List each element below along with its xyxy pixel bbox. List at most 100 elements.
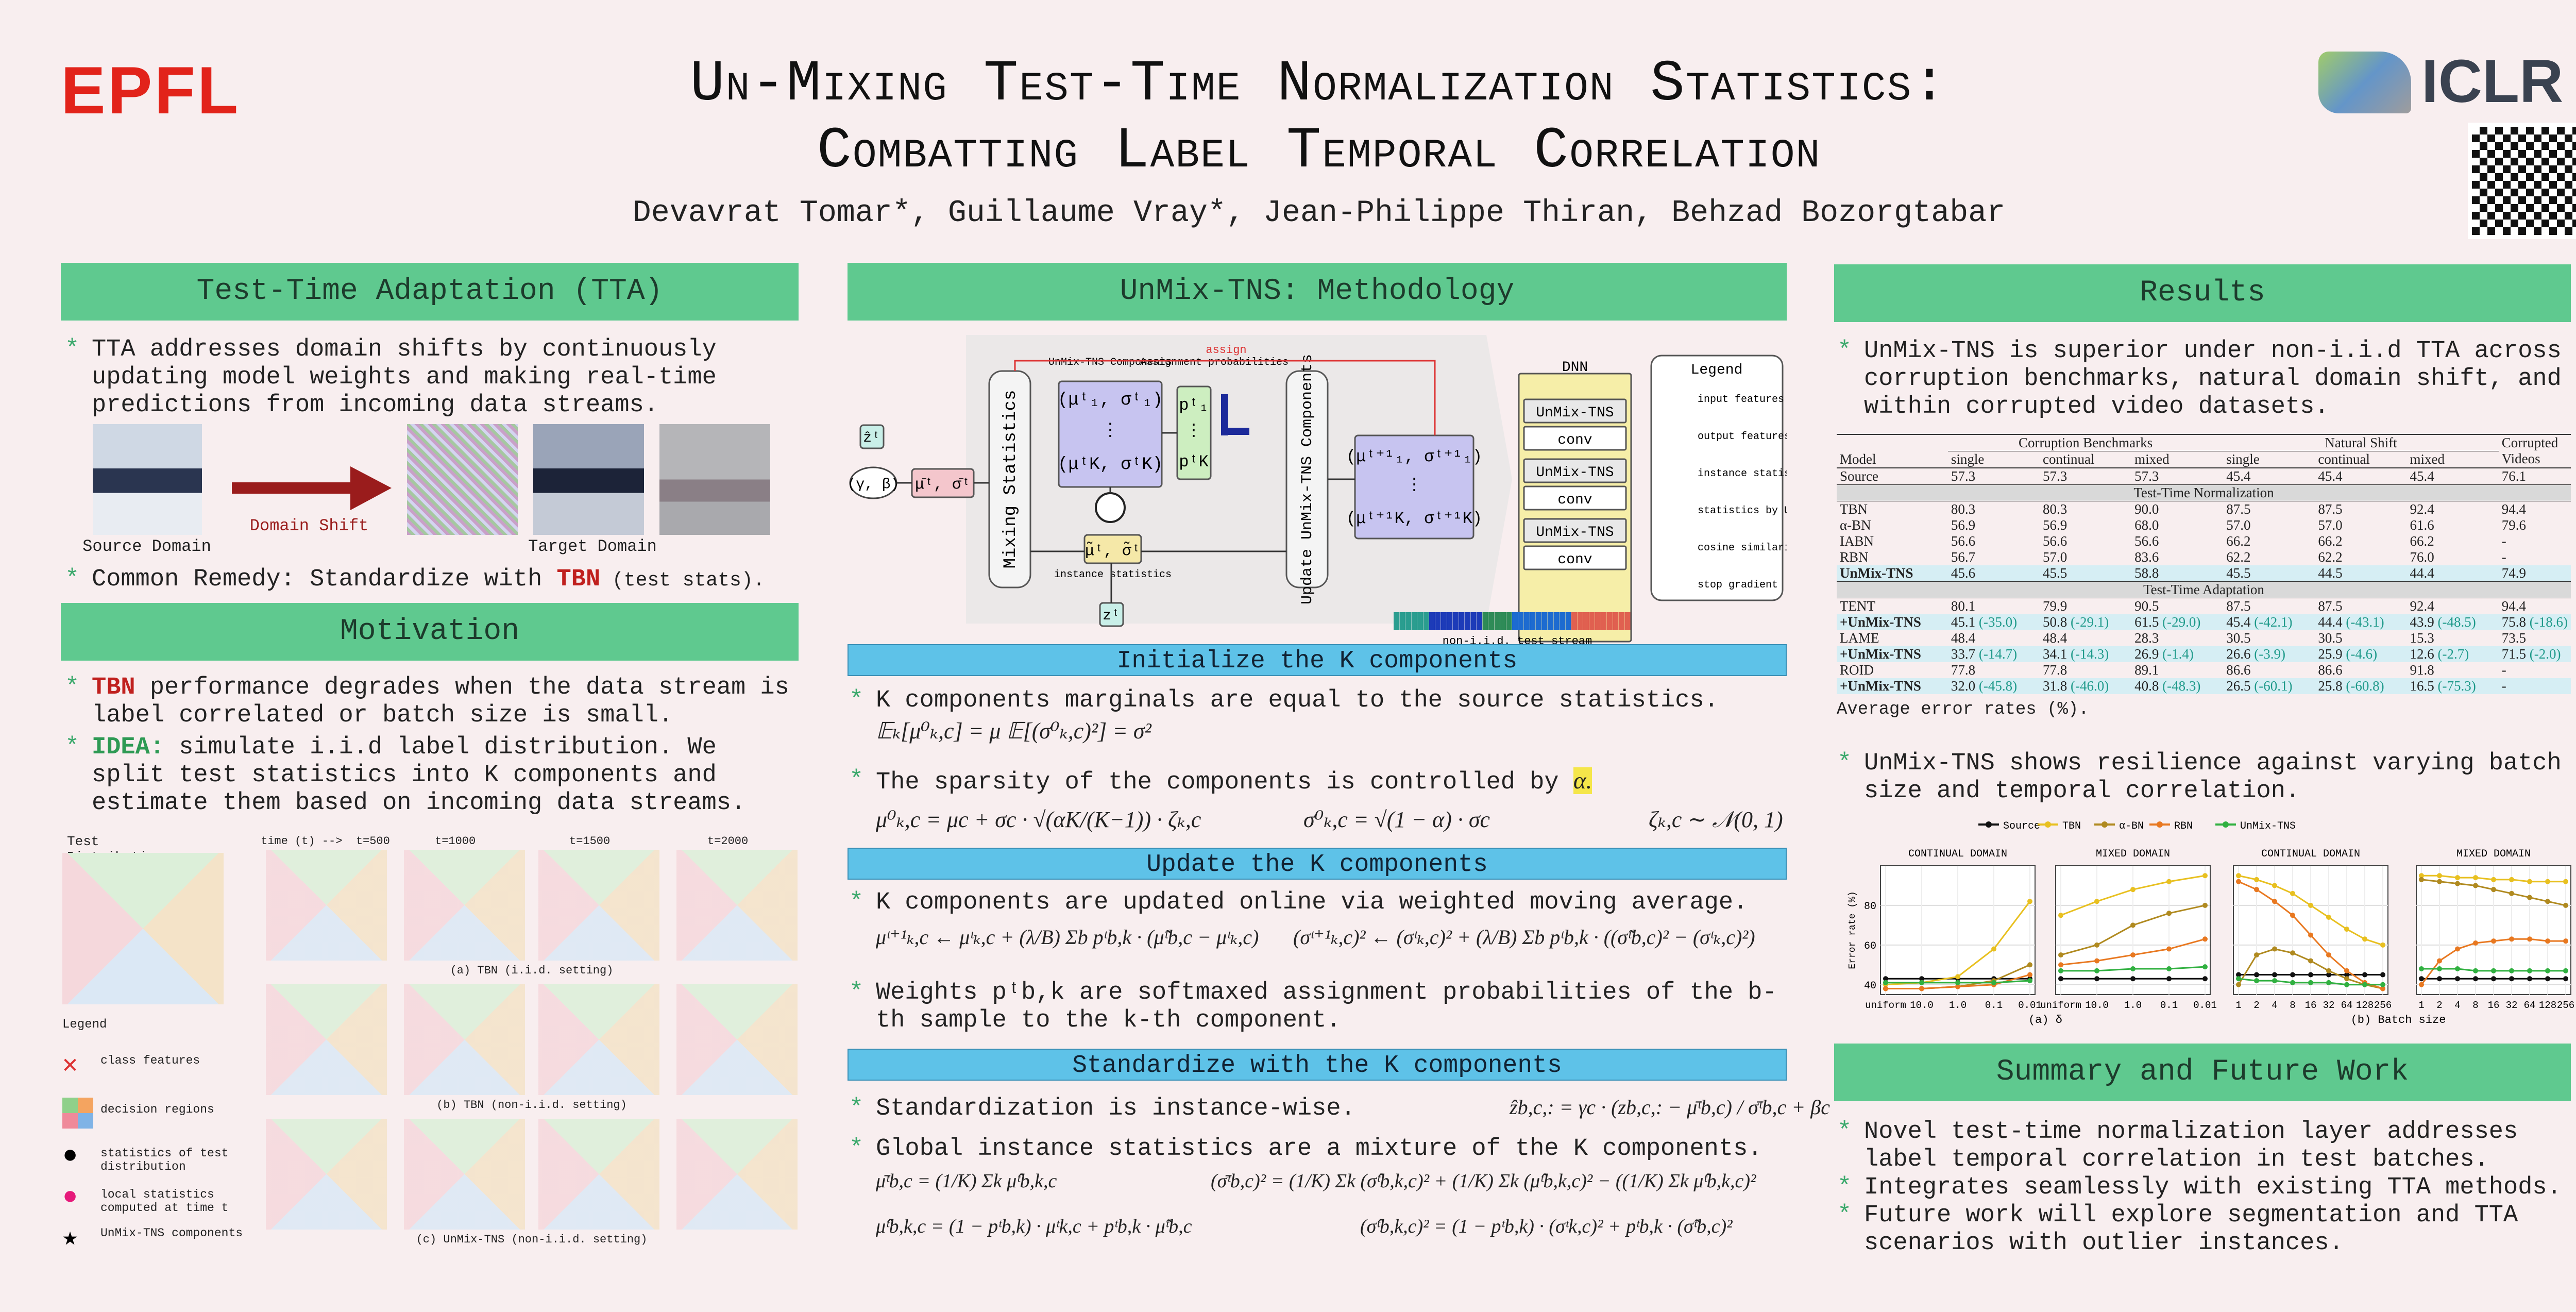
- stream-cell: [1470, 612, 1477, 630]
- point: [1955, 984, 1960, 989]
- legend-marker: [2045, 821, 2051, 828]
- model-name: RBN: [1840, 549, 1869, 565]
- text: performance degrades when the data strea…: [92, 674, 789, 729]
- cell: 61.6: [2410, 517, 2434, 533]
- point: [1991, 980, 1996, 985]
- x-tick-label: 0.1: [1985, 1000, 2003, 1011]
- point: [2419, 982, 2424, 987]
- gain: (-29.1): [2070, 614, 2109, 630]
- arrow: [232, 466, 392, 510]
- label: UnMix-TNS: [1536, 525, 1614, 541]
- stream-cell: [1488, 612, 1494, 630]
- label: non-i.i.d. test stream: [1443, 635, 1592, 644]
- x-tick-label: uniform: [2040, 1000, 2081, 1011]
- point: [2344, 976, 2349, 982]
- box: [1523, 485, 1627, 511]
- legend-label: α-BN: [2119, 820, 2144, 832]
- cell: 58.8: [2134, 565, 2159, 581]
- point: [2473, 976, 2478, 982]
- point: [2290, 913, 2295, 918]
- cell: 56.9: [2042, 517, 2067, 533]
- point: [2254, 877, 2259, 882]
- label: Source Domain: [82, 537, 211, 556]
- point: [2027, 978, 2032, 984]
- qr-code: [2468, 123, 2576, 239]
- point: [2455, 946, 2460, 952]
- point: [2130, 976, 2136, 982]
- section-row: Test-Time Adaptation: [1837, 581, 2571, 598]
- cell: 45.4: [2410, 468, 2434, 484]
- stream-cell: [1619, 612, 1624, 630]
- point: [2254, 978, 2259, 984]
- cell: 31.8 (-46.0): [2040, 678, 2131, 694]
- row: Source 57.3 57.3 57.3 45.4 45.4 45.4 76.1: [1837, 468, 2571, 485]
- point: [2344, 972, 2349, 978]
- box: [1650, 355, 1784, 601]
- value: 61.5: [2134, 614, 2159, 630]
- cell: 43.9 (-48.5): [2407, 614, 2499, 630]
- label: (γ, β): [848, 477, 899, 493]
- point: [2272, 946, 2277, 952]
- row: UnMix-TNS 45.6 45.5 58.8 45.5 44.5 44.4 74.9: [1837, 565, 2571, 582]
- point: [2130, 966, 2136, 971]
- box: [1523, 398, 1627, 424]
- equation: 𝔼ₖ[μ⁰ₖ,c] = μ 𝔼[(σ⁰ₖ,c)²] = σ²: [876, 718, 1151, 744]
- bullet: Integrates seamlessly with existing TTA …: [1837, 1174, 2570, 1202]
- y-axis-label: Error rate (%): [1848, 891, 1858, 969]
- stream-cell: [1571, 612, 1577, 630]
- point: [2491, 938, 2496, 944]
- row: TENT 80.1 79.9 90.5 87.5 87.5 92.4 94.4: [1837, 598, 2571, 615]
- title-line: Un-Mixing Test-Time Normalization Statis…: [690, 52, 1948, 117]
- label: DNN: [1562, 360, 1588, 376]
- cell: 32.0 (-45.8): [1948, 678, 2040, 694]
- bullet: Weights pᵗb,k are softmaxed assignment p…: [849, 979, 1783, 1035]
- label: conv: [1557, 552, 1592, 568]
- x-tick-label: 256: [2557, 1000, 2574, 1011]
- point: [2509, 877, 2514, 882]
- label: instance statistics: [1698, 468, 1787, 480]
- legend-label: RBN: [2174, 820, 2193, 832]
- cell: 90.5: [2134, 598, 2159, 614]
- box: [1523, 545, 1627, 570]
- cell: 76.0: [2410, 549, 2434, 565]
- label: statistics by UnMix-TNS: [1698, 505, 1787, 517]
- cell: 45.5: [2042, 565, 2067, 581]
- results-table: Corruption Benchmarks Natural Shift Corrup…: [1837, 434, 2571, 694]
- text: simulate i.i.d label distribution. We sp…: [92, 734, 746, 817]
- cell: 66.2: [2226, 533, 2251, 549]
- legend-label: class features: [100, 1054, 200, 1067]
- text: (test stats).: [600, 569, 765, 592]
- point: [2094, 899, 2099, 904]
- label: μ̄ᵗ, σ̄ᵗ: [915, 476, 971, 494]
- point: [2473, 940, 2478, 946]
- point: [2308, 902, 2313, 908]
- stream-cell: [1524, 612, 1530, 630]
- stream-cell: [1459, 612, 1465, 630]
- value: 75.8: [2501, 614, 2527, 630]
- cell: 57.0: [2042, 549, 2067, 565]
- cell: 79.6: [2501, 517, 2527, 533]
- point: [1883, 986, 1888, 991]
- gain: (-35.0): [1978, 614, 2018, 630]
- cell: -: [2501, 678, 2506, 694]
- cell: 30.5: [2226, 630, 2251, 646]
- legend-marker: [2157, 821, 2163, 828]
- bullet: Common Remedy: Standardize with TBN (tes…: [65, 566, 813, 595]
- legend-label: local statistics computed at time t: [100, 1188, 229, 1215]
- cell: 80.3: [1951, 501, 1976, 517]
- text: Common Remedy: Standardize with: [92, 566, 557, 593]
- stream-cell: [1447, 612, 1453, 630]
- cell: 86.6: [2318, 662, 2343, 678]
- x-tick-label: 0.01: [2193, 1000, 2217, 1011]
- stream-cell: [1435, 612, 1441, 630]
- point: [2290, 950, 2295, 956]
- point: [2202, 902, 2208, 908]
- cell: 44.5: [2318, 565, 2343, 581]
- point: [1955, 980, 1960, 985]
- x-tick-label: 1.0: [1949, 1000, 1967, 1011]
- point: [2308, 972, 2313, 978]
- cell: 94.4: [2501, 501, 2527, 517]
- panel-arrow: [1486, 335, 1512, 624]
- value: 26.6: [2226, 646, 2251, 662]
